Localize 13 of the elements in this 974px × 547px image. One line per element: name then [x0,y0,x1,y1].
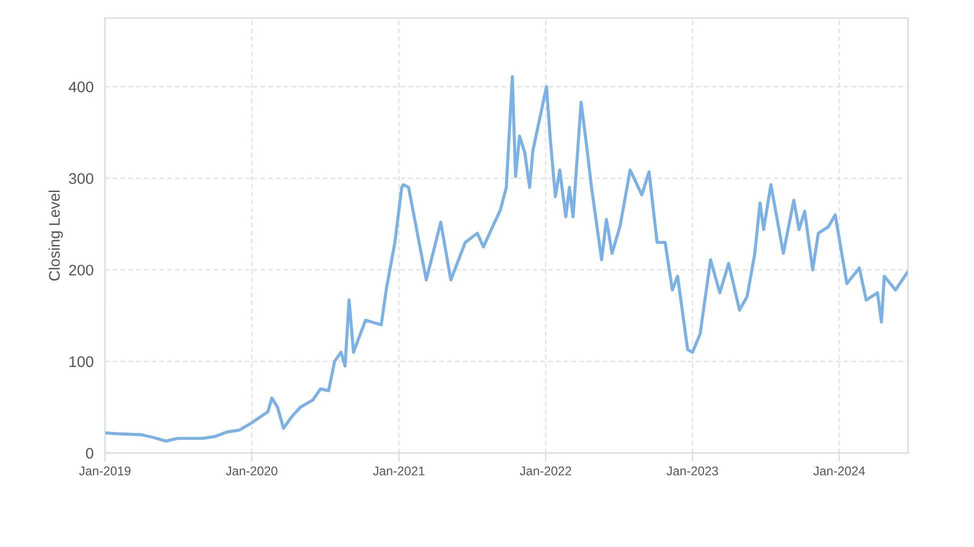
y-tick-label: 200 [69,264,94,276]
line-series [105,75,908,443]
x-tick-label: Jan-2020 [226,466,278,476]
y-tick-label: 400 [68,82,94,92]
y-tick-label: 0 [86,448,94,459]
x-tick-label: Jan-2019 [79,466,130,476]
x-tick-label: Jan-2023 [666,466,718,476]
x-tick-label: Jan-2024 [813,466,865,476]
y-axis-title: Closing Level [48,190,63,281]
y-tick-label: 300 [68,173,94,184]
x-tick-label: Jan-2022 [520,466,572,476]
x-tick-label: Jan-2021 [373,466,424,476]
y-tick-label: 100 [70,356,94,368]
